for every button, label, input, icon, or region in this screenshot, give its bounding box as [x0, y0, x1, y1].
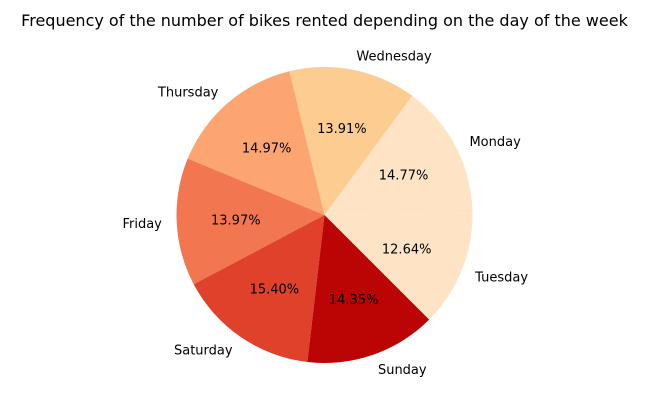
- chart-title: Frequency of the number of bikes rented …: [21, 11, 628, 30]
- pie-slice-wednesday: [289, 67, 413, 216]
- pie-slice-thursday: [187, 71, 325, 215]
- slice-label-wednesday: Wednesday: [356, 49, 432, 64]
- pct-label-sunday: 14.35%: [329, 293, 379, 308]
- pct-label-monday: 14.77%: [379, 169, 429, 184]
- slice-label-friday: Friday: [122, 217, 162, 232]
- pct-label-thursday: 14.97%: [242, 142, 292, 157]
- pct-label-wednesday: 13.91%: [317, 122, 367, 137]
- slice-label-saturday: Saturday: [174, 343, 233, 358]
- pie-slice-monday: [324, 95, 473, 215]
- pct-label-tuesday: 12.64%: [382, 243, 432, 258]
- pct-label-friday: 13.97%: [211, 213, 261, 228]
- pct-label-saturday: 15.40%: [250, 282, 300, 297]
- slice-label-thursday: Thursday: [157, 86, 219, 101]
- pie-slices: [176, 67, 473, 363]
- slice-label-sunday: Sunday: [378, 363, 427, 378]
- slice-label-tuesday: Tuesday: [474, 271, 528, 286]
- pie-slice-sunday: [307, 215, 430, 363]
- pie-slice-saturday: [193, 215, 325, 363]
- pie-slice-friday: [176, 158, 325, 285]
- slice-label-monday: Monday: [469, 135, 521, 150]
- pie-labels: 12.64% Tuesday 14.77% Monday 13.91% Wednesday…: [122, 49, 528, 377]
- pie-slice-tuesday: [324, 213, 473, 320]
